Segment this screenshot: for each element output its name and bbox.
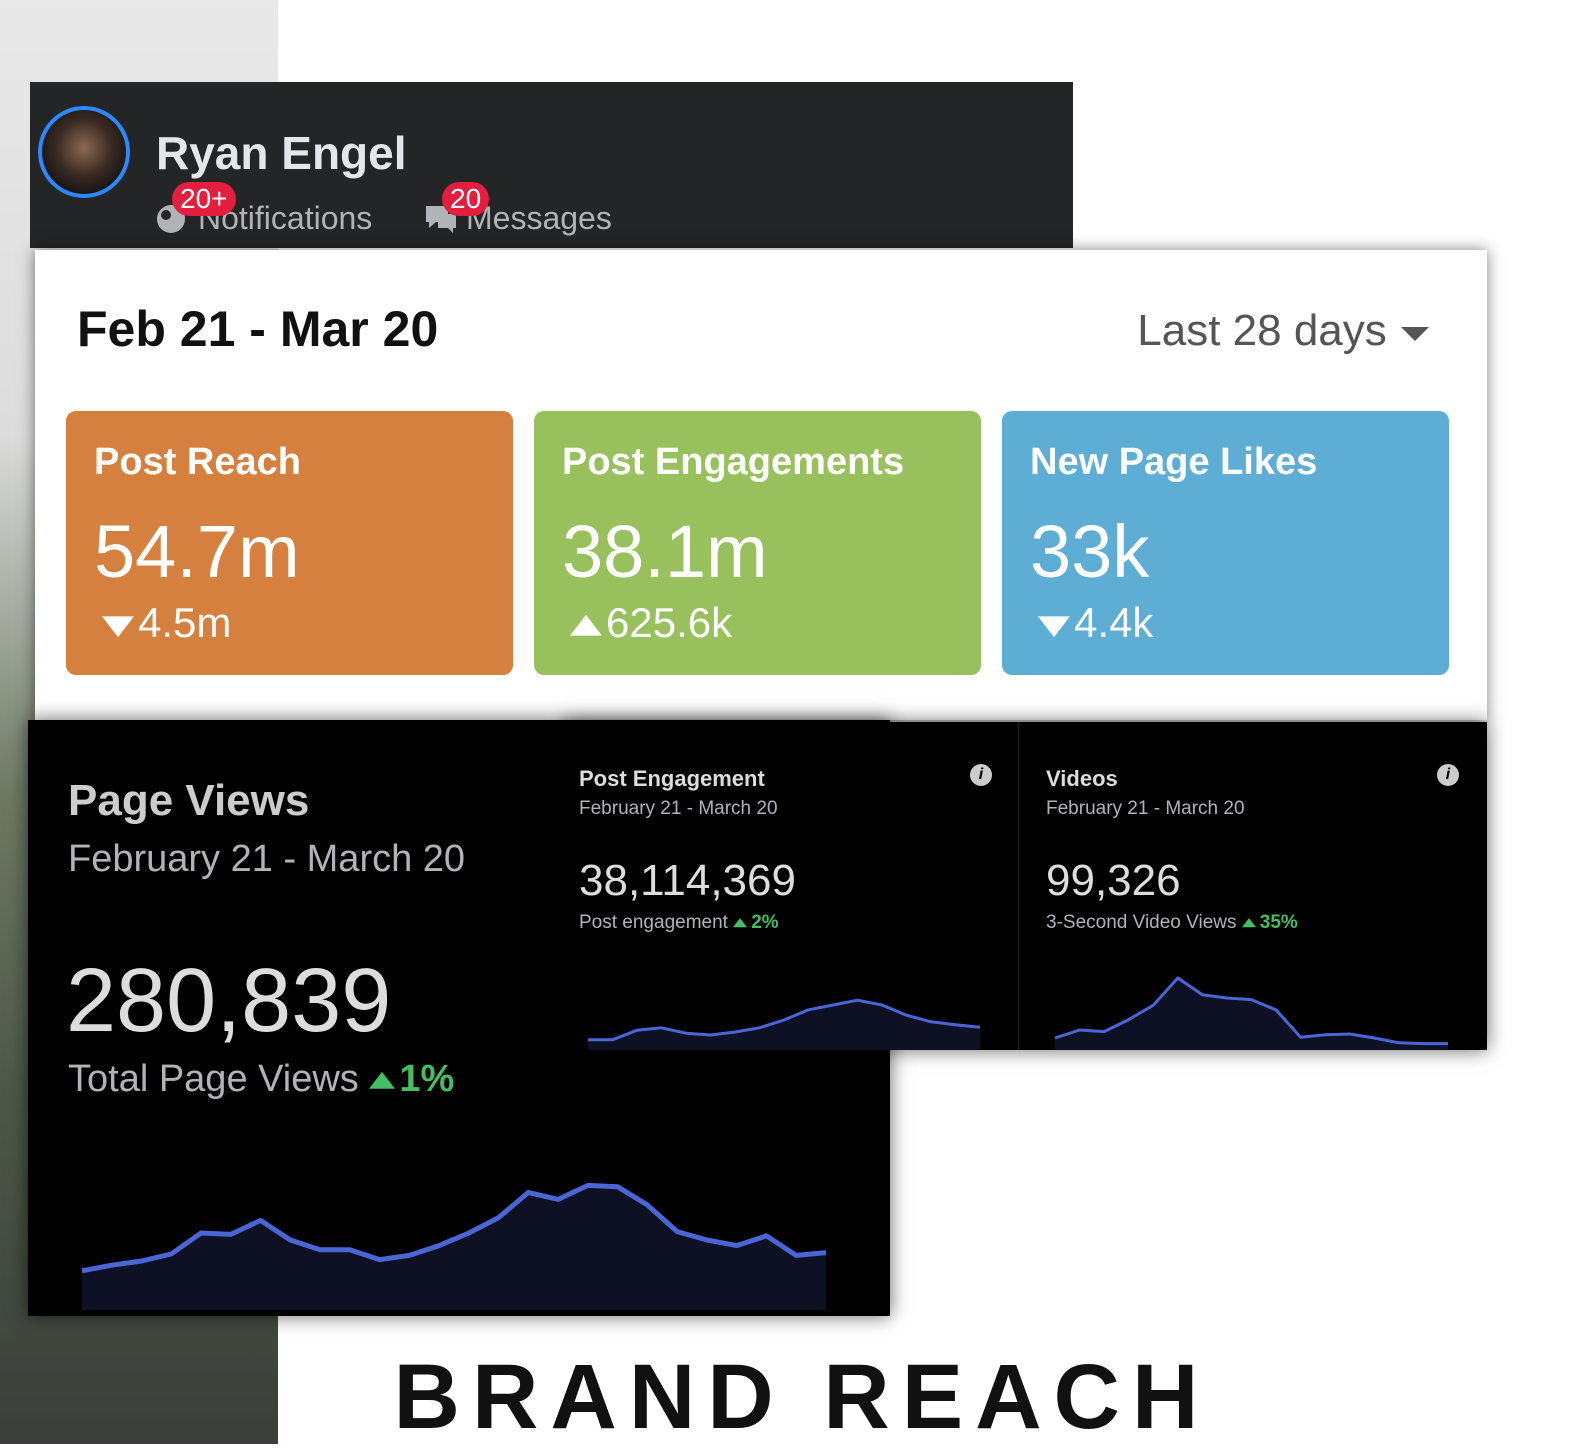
- sparkline-line: [81, 1182, 827, 1274]
- messages-icon: [426, 206, 456, 233]
- panel-date: February 21 - March 20: [1046, 798, 1245, 819]
- sparkline-area: [588, 1000, 980, 1050]
- card-change: 625.6k: [606, 599, 733, 646]
- change-row: Total Page Views 1%: [68, 1058, 454, 1101]
- panel-title: Videos: [1046, 766, 1118, 791]
- change-arrow: [369, 1071, 396, 1089]
- change-arrow: [1241, 918, 1256, 928]
- sparkline-line: [588, 998, 981, 1042]
- divider: [1018, 722, 1019, 1050]
- metric-card: Post Reach 54.7m 4.5m: [66, 411, 513, 675]
- sparkline: [81, 1182, 827, 1310]
- arrow-shape: [570, 614, 602, 636]
- panel-change: 2%: [733, 912, 779, 933]
- profile-header: Ryan Engel Notifications 20+ Messages 20: [30, 82, 1073, 248]
- panel-label: Post engagement: [579, 912, 728, 933]
- change-value: 1%: [399, 1058, 455, 1100]
- card-title: Post Reach: [94, 441, 301, 483]
- card-change: 4.5m: [138, 599, 232, 646]
- profile-name[interactable]: Ryan Engel: [156, 127, 407, 179]
- period-label: Last 28 days: [1137, 306, 1387, 355]
- sparkline-area: [82, 1185, 826, 1310]
- panel-value: 38,114,369: [579, 856, 796, 905]
- change-arrow: [102, 616, 134, 638]
- arrow-shape: [1038, 616, 1070, 638]
- card-value: 38.1m: [562, 510, 768, 593]
- messages-label[interactable]: Messages: [466, 200, 612, 236]
- change-value: 2%: [751, 912, 779, 933]
- card-change-row: 625.6k: [570, 599, 732, 647]
- panel-label: Total Page Views: [68, 1058, 359, 1100]
- sparkline: [588, 998, 981, 1050]
- change-arrow: [570, 614, 602, 636]
- card-value: 33k: [1030, 510, 1150, 593]
- arrow-shape: [1241, 918, 1256, 928]
- metric-card: Post Engagements 38.1m 625.6k: [534, 411, 981, 675]
- change-arrow: [1038, 616, 1070, 638]
- panel-value: 99,326: [1046, 856, 1181, 905]
- info-icon[interactable]: i: [1437, 764, 1459, 786]
- footer-title: BRAND REACH: [393, 1346, 1211, 1448]
- arrow-shape: [102, 616, 134, 638]
- dropdown-caret: [1401, 327, 1429, 341]
- card-title: New Page Likes: [1030, 441, 1318, 483]
- panel-change: 1%: [369, 1058, 454, 1100]
- card-change: 4.4k: [1074, 599, 1154, 646]
- card-value: 54.7m: [94, 510, 300, 593]
- panel-value: 280,839: [66, 951, 392, 1051]
- sparkline: [1054, 976, 1448, 1050]
- arrow-shape: [733, 918, 748, 928]
- card-title: Post Engagements: [562, 441, 905, 483]
- summary-panel: Feb 21 - Mar 20 Last 28 days Post Reach 5…: [35, 250, 1487, 720]
- card-change-row: 4.4k: [1038, 599, 1153, 647]
- sparkline-area: [1055, 978, 1448, 1050]
- sparkline-line: [1054, 976, 1448, 1046]
- panel-date: February 21 - March 20: [579, 798, 778, 819]
- panel-label: 3-Second Video Views: [1046, 912, 1237, 933]
- arrow-shape: [369, 1071, 396, 1089]
- panel-title: Page Views: [68, 776, 310, 825]
- change-arrow: [733, 918, 748, 928]
- date-range: Feb 21 - Mar 20: [77, 301, 439, 357]
- panel-title: Post Engagement: [579, 766, 765, 791]
- change-row: Post engagement 2%: [579, 912, 779, 934]
- panel-change: 35%: [1241, 912, 1298, 933]
- avatar[interactable]: [38, 106, 130, 198]
- period-dropdown[interactable]: Last 28 days: [1137, 306, 1431, 356]
- card-change-row: 4.5m: [102, 599, 231, 647]
- metric-card: New Page Likes 33k 4.4k: [1002, 411, 1449, 675]
- messages-badge: 20: [442, 182, 490, 216]
- info-icon[interactable]: i: [970, 764, 992, 786]
- panel-date: February 21 - March 20: [68, 838, 466, 880]
- insights-panel: Post Engagement February 21 - March 20 i…: [565, 722, 1487, 1050]
- notifications-badge: 20+: [172, 182, 236, 216]
- change-value: 35%: [1259, 912, 1298, 933]
- change-row: 3-Second Video Views 35%: [1046, 912, 1298, 934]
